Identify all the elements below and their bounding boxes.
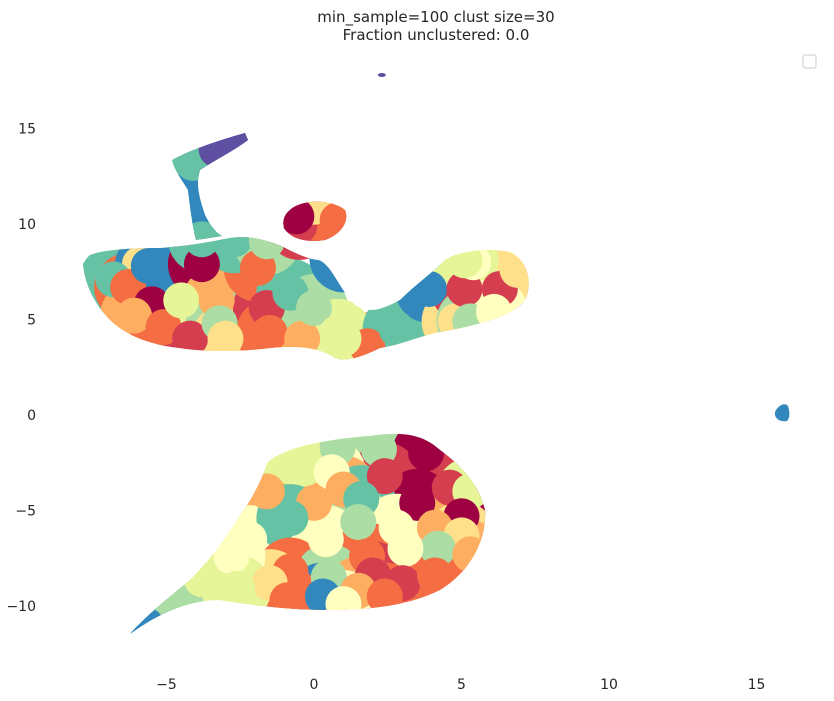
cluster-core [340,503,377,540]
cluster-core [378,311,415,348]
cluster-blob [215,133,284,173]
cluster-core [366,458,403,495]
cluster-core [452,536,486,573]
y-tick-label: −5 [15,504,36,520]
y-axis-ticks: 15 10 5 0 −5 −10 [6,122,36,616]
cluster-core [231,133,268,157]
cluster-core [251,442,288,479]
cluster-core [387,530,424,567]
cluster-core [411,270,448,307]
x-tick-label: 5 [457,677,466,693]
cluster-core [213,538,250,575]
upper-cluster-region [82,133,529,360]
cluster-core [325,586,362,623]
y-tick-label: −10 [6,599,36,615]
y-tick-label: 0 [27,408,36,424]
lower-cluster-region [130,433,486,634]
cluster-point [377,73,386,78]
cluster-core [269,582,306,619]
cluster-core [207,320,244,357]
cluster-core [130,607,164,634]
cluster-core [419,530,456,567]
x-tick-label: 10 [600,677,618,693]
cluster-core [248,223,285,260]
cluster-core [272,500,309,537]
cluster-core [172,320,209,357]
cluster-core [360,433,397,468]
cluster-blob [774,404,790,422]
cluster-core [198,133,235,168]
cluster-core [219,570,256,607]
x-tick-label: 15 [748,677,766,693]
x-tick-label: 0 [310,677,319,693]
cluster-core [216,221,253,258]
cluster-core [325,320,362,357]
x-axis-ticks: −5 0 5 10 15 [156,677,765,693]
cluster-core [183,561,220,598]
cluster-core [116,297,153,334]
cluster-core [281,435,318,472]
y-tick-label: 5 [27,313,36,329]
cluster-core [416,557,453,594]
y-tick-label: 10 [18,217,36,233]
chart-subtitle: Fraction unclustered: 0.0 [343,26,530,44]
cluster-core [278,198,315,235]
cluster-core [183,181,220,218]
cluster-core [183,246,220,283]
chart-title: min_sample=100 clust size=30 [317,8,554,27]
cluster-core [408,435,445,472]
y-tick-label: 15 [18,122,36,138]
cluster-core [296,290,332,327]
cluster-core [251,314,288,351]
cluster-core [475,293,512,330]
x-tick-label: −5 [156,677,177,693]
cluster-core [130,248,167,285]
cluster-core [446,242,483,279]
cluster-core [366,578,403,615]
legend-box [802,54,817,69]
stray-points [377,73,386,78]
cluster-core [325,240,362,277]
cluster-core [163,282,200,319]
cluster-core [183,221,220,258]
plot-area [82,73,790,634]
cluster-core [399,484,436,521]
cluster-core [307,521,344,558]
island-cluster-region [774,404,790,422]
cluster-core [319,202,356,239]
cluster-core [499,251,529,288]
